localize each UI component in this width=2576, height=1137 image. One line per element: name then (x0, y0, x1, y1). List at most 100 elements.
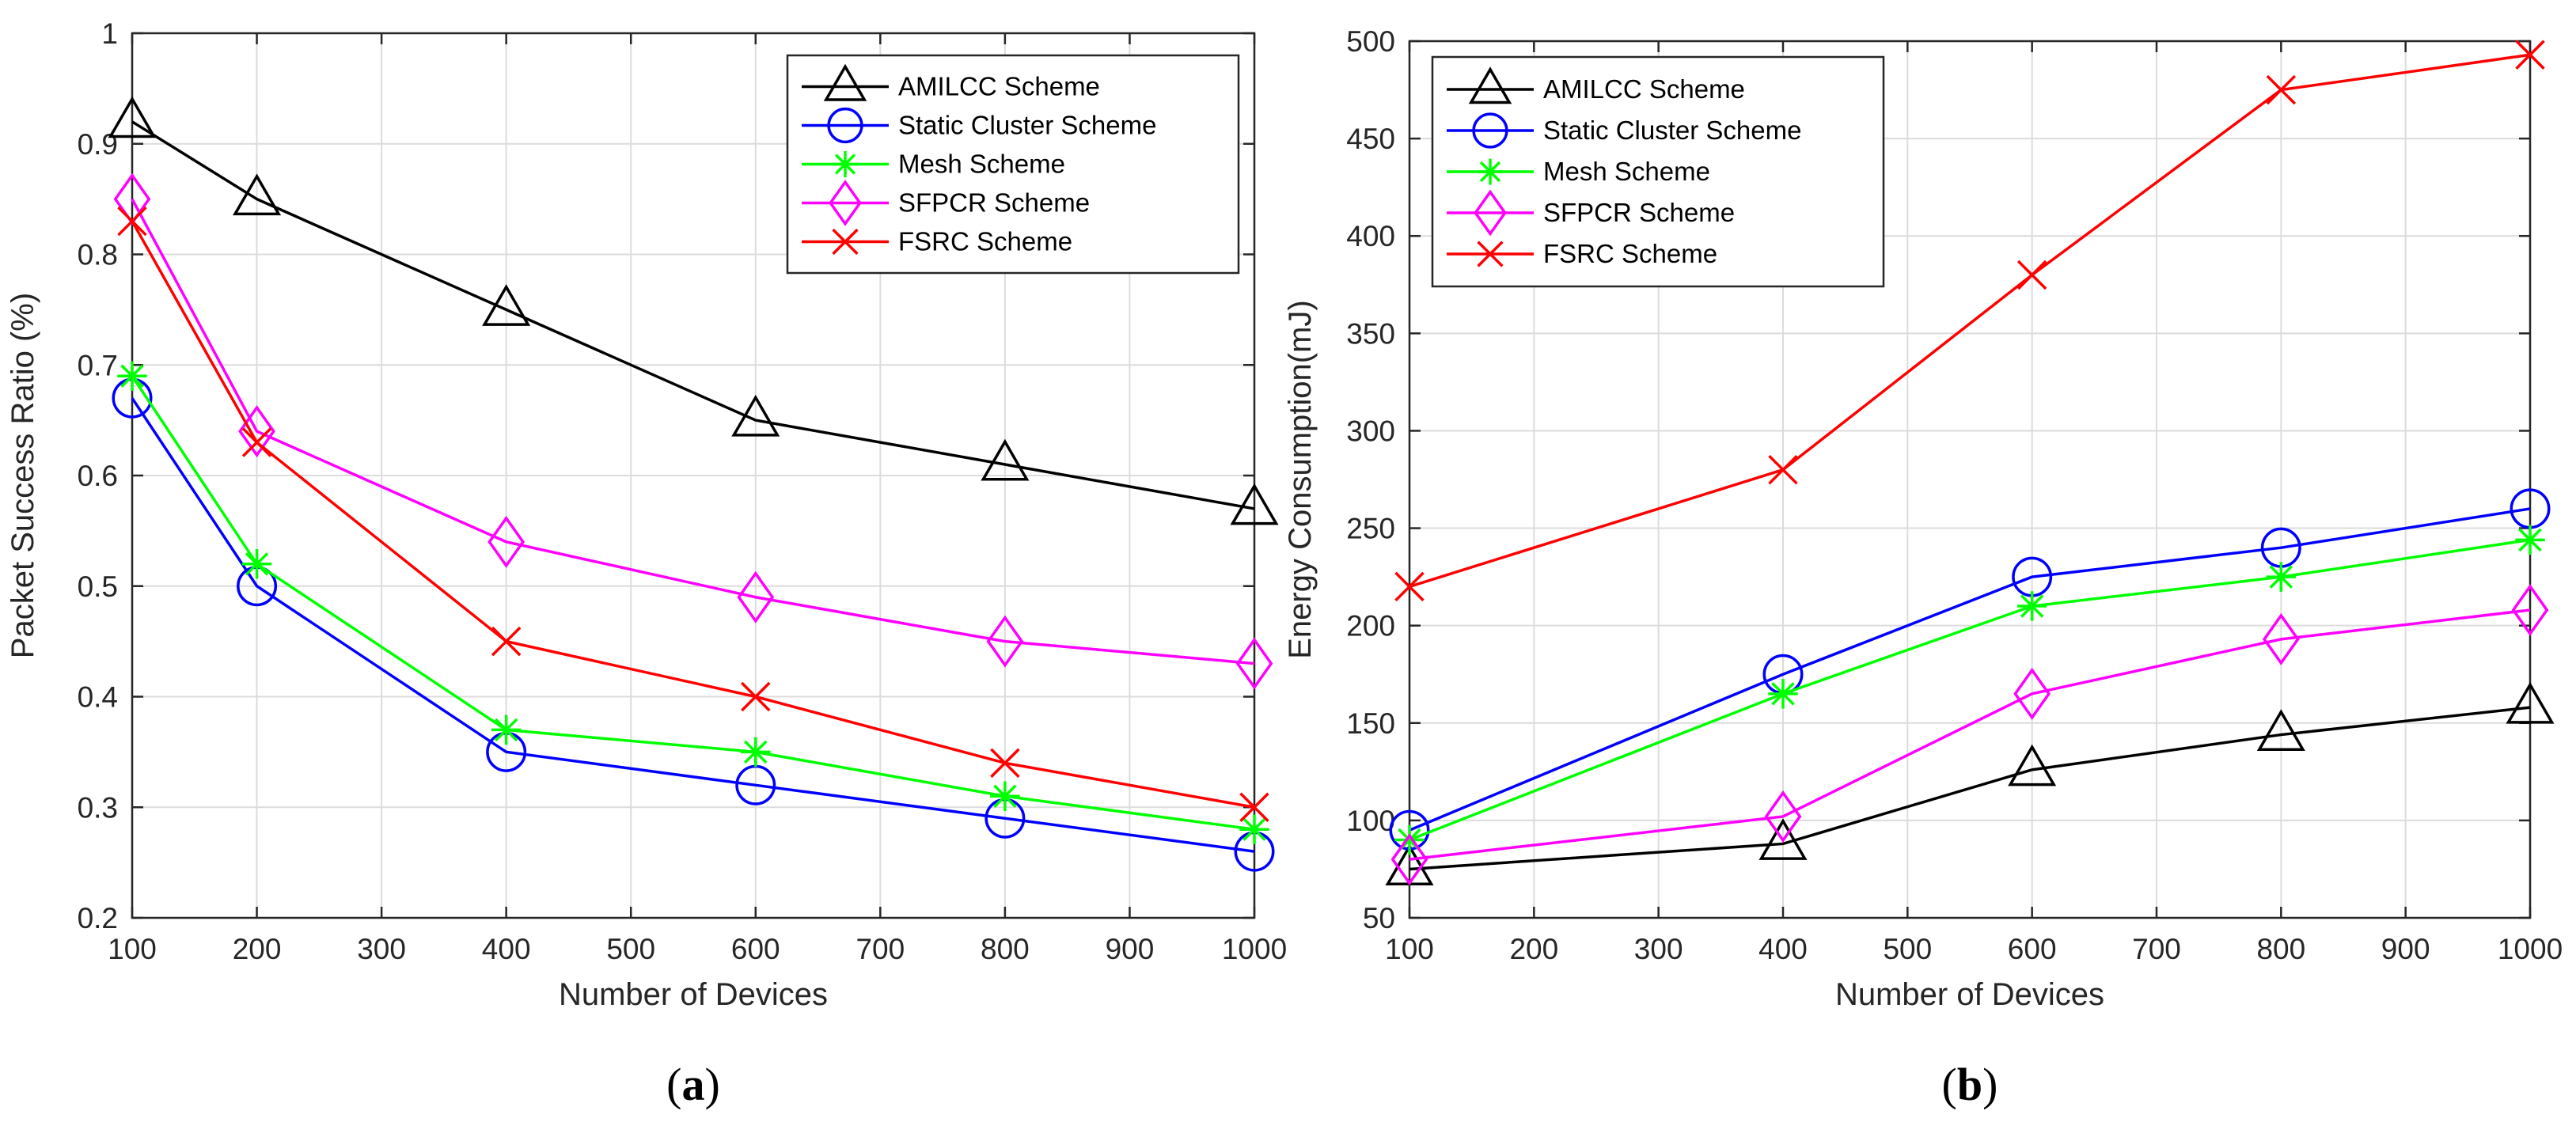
x-axis-label: Number of Devices (559, 977, 828, 1012)
legend-item: Static Cluster Scheme (802, 107, 1156, 144)
data-point-star (491, 714, 522, 745)
x-tick-label: 900 (1106, 933, 1155, 965)
data-point-triangle (1758, 818, 1808, 860)
series-line (1409, 507, 2531, 832)
data-point-star (990, 781, 1020, 812)
legend-marker-diamond (1474, 189, 1507, 237)
legend-marker-circle (827, 107, 863, 144)
legend-label: Mesh Scheme (898, 150, 1065, 179)
data-point-x (990, 748, 1020, 779)
data-point-diamond (2511, 583, 2549, 636)
data-point-diamond (737, 570, 775, 623)
legend-label: Static Cluster Scheme (898, 111, 1156, 140)
legend-label: AMILCC Scheme (898, 72, 1100, 101)
y-axis-label: Packet Success Ratio (%) (6, 293, 40, 658)
legend: AMILCC Scheme Static Cluster Scheme Mesh S… (1431, 55, 1885, 288)
data-point-x (241, 427, 272, 457)
legend-marker-triangle (1468, 66, 1512, 104)
y-tick-label: 450 (1346, 123, 1395, 155)
y-tick-label: 150 (1346, 707, 1395, 740)
legend-label: Static Cluster Scheme (1543, 116, 1801, 145)
legend-item: AMILCC Scheme (802, 63, 1100, 101)
data-point-x (491, 626, 522, 657)
x-tick-label: 1000 (2498, 933, 2563, 965)
legend-item: SFPCR Scheme (1447, 189, 1735, 237)
data-point-diamond (1235, 637, 1273, 690)
x-tick-label: 600 (731, 933, 780, 965)
axes-box (1408, 40, 2532, 919)
data-point-triangle (233, 173, 282, 216)
series-fsrc-scheme (117, 206, 1269, 822)
panel-label: (a) (666, 1059, 720, 1110)
series-fsrc-scheme (1394, 40, 2545, 602)
data-point-x (1394, 571, 1425, 602)
panel-label: (b) (1942, 1059, 1998, 1110)
data-point-triangle (2506, 681, 2555, 724)
series-line (131, 120, 1255, 510)
x-tick-label: 400 (482, 933, 531, 965)
data-point-star (741, 737, 771, 767)
data-point-x (2266, 74, 2297, 105)
series-amilcc-scheme (108, 96, 1279, 525)
data-point-star (1239, 814, 1269, 844)
data-point-diamond (1764, 790, 1802, 843)
series-line (131, 198, 1255, 665)
data-point-diamond (986, 615, 1024, 668)
legend: AMILCC Scheme Static Cluster Scheme Mesh S… (786, 54, 1240, 275)
x-tick-label: 900 (2381, 933, 2430, 965)
legend-label: FSRC Scheme (1543, 239, 1717, 268)
data-point-triangle (981, 438, 1030, 481)
data-point-star (2266, 562, 2297, 592)
x-tick-label: 700 (856, 933, 905, 965)
legend-marker-x (832, 228, 859, 256)
series-mesh-scheme (1394, 525, 2545, 855)
legend-marker-diamond (829, 180, 862, 226)
y-tick-label: 0.7 (78, 349, 118, 381)
chart-a-packet-success-ratio: 100 200 300 400 500 600 700 800 900 1000 0.2 0.3 0.4… (6, 17, 1287, 1110)
data-point-x (2016, 260, 2047, 290)
y-tick-label: 100 (1346, 805, 1395, 837)
x-tick-label: 700 (2132, 933, 2181, 965)
chart-b-energy-consumption: 100 200 300 400 500 600 700 800 900 1000501001502… (1283, 25, 2563, 1110)
series-mesh-scheme (117, 361, 1269, 844)
legend-label: Mesh Scheme (1543, 157, 1710, 186)
legend-item: Mesh Scheme (1447, 157, 1710, 186)
series-line (131, 397, 1255, 853)
data-point-star (1394, 824, 1425, 855)
x-tick-label: 800 (981, 933, 1030, 965)
x-tick-label: 800 (2256, 933, 2305, 965)
x-tick-label: 500 (606, 933, 655, 965)
data-point-diamond (2013, 667, 2051, 720)
legend-marker-star (832, 151, 859, 177)
legend-item: AMILCC Scheme (1447, 66, 1745, 104)
y-tick-label: 0.4 (78, 681, 118, 714)
series-line (1409, 706, 2531, 871)
data-point-x (117, 206, 147, 237)
data-point-star (117, 361, 147, 391)
legend-marker-x (1477, 241, 1504, 267)
data-point-star (2016, 591, 2047, 621)
legend-marker-star (1477, 158, 1504, 185)
y-tick-label: 350 (1346, 317, 1395, 350)
y-tick-label: 200 (1346, 610, 1395, 642)
data-point-triangle (482, 284, 531, 326)
data-point-x (1768, 454, 1798, 485)
x-axis-label: Number of Devices (1835, 977, 2104, 1012)
x-tick-label: 500 (1883, 933, 1932, 965)
x-tick-label: 100 (1385, 933, 1434, 965)
y-tick-label: 0.5 (78, 570, 118, 603)
y-tick-label: 0.3 (78, 791, 118, 824)
data-point-triangle (2256, 709, 2305, 752)
y-tick-label: 250 (1346, 513, 1395, 545)
data-point-star (241, 549, 272, 579)
data-point-triangle (108, 96, 157, 138)
data-point-triangle (2008, 744, 2057, 786)
series-line (1409, 608, 2531, 861)
x-tick-label: 300 (357, 933, 406, 965)
legend-item: FSRC Scheme (1447, 239, 1717, 268)
legend-item: Mesh Scheme (802, 150, 1065, 179)
x-tick-label: 300 (1634, 933, 1683, 965)
legend-label: SFPCR Scheme (1543, 198, 1735, 227)
legend-marker-triangle (823, 63, 867, 101)
